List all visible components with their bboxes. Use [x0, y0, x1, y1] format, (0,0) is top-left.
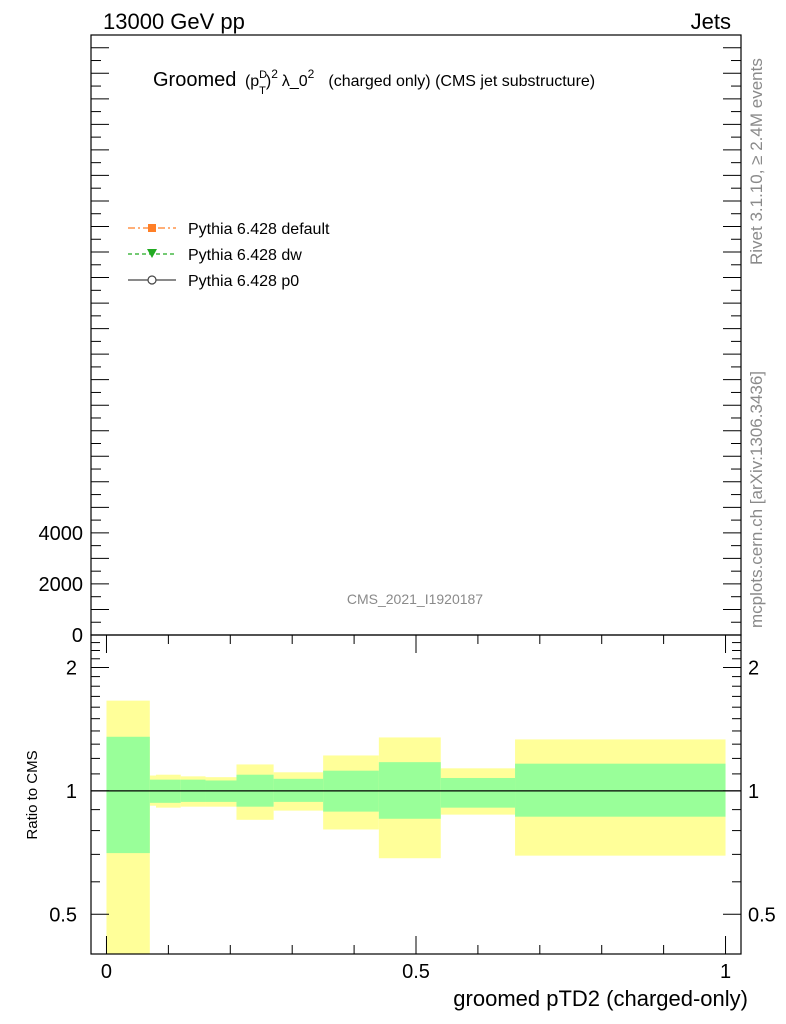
main-frame [90, 34, 742, 636]
main-y-tick-label: 4000 [39, 523, 84, 545]
square-marker-icon [148, 224, 156, 232]
x-tick-label: 1 [720, 961, 731, 983]
main-y-tick-label: 0 [72, 625, 83, 647]
legend-entry-p0: Pythia 6.428 p0 [128, 273, 299, 290]
legend-label-p0: Pythia 6.428 p0 [188, 273, 299, 290]
ratio-y-tick-label: 1 [66, 781, 77, 803]
rivet-label: Rivet 3.1.10, ≥ 2.4M events [747, 58, 766, 265]
ratio-y-tick-label-right: 0.5 [748, 904, 776, 926]
ratio-tick-labels: 0 0.5 1 0.5 0.5 1 1 2 2 [49, 657, 776, 983]
header-right: Jets [691, 9, 731, 34]
mcplots-label: mcplots.cern.ch [arXiv:1306.3436] [747, 371, 766, 628]
uncertainty-band-inner [515, 763, 726, 817]
ratio-y-axis-label: Ratio to CMS [24, 750, 41, 839]
analysis-id: CMS_2021_I1920187 [347, 591, 483, 607]
ratio-y-tick-label: 0.5 [49, 904, 77, 926]
uncertainty-band-inner [106, 736, 150, 854]
x-tick-label: 0 [101, 961, 112, 983]
legend-label-dw: Pythia 6.428 dw [188, 247, 302, 264]
x-axis-label: groomed pTD2 (charged-only) [453, 986, 748, 1011]
title-prefix: Groomed [153, 69, 236, 91]
ratio-ticks [91, 635, 741, 954]
main-y-tick-labels: 0 2000 4000 [39, 523, 84, 647]
ratio-y-tick-label: 2 [66, 657, 77, 679]
header-left: 13000 GeV pp [103, 9, 245, 34]
ratio-panel: 0 0.5 1 0.5 0.5 1 1 2 2 Ratio to CMS groomed pTD… [24, 634, 776, 1011]
main-y-tick-label: 2000 [39, 574, 84, 596]
main-panel: 0 2000 4000 CMS_2021_I1920187 [39, 34, 742, 647]
legend: Pythia 6.428 default Pythia 6.428 dw Pyt… [128, 221, 330, 290]
legend-entry-default: Pythia 6.428 default [128, 221, 330, 238]
ratio-bands [106, 700, 726, 954]
title-p: p [250, 73, 259, 90]
plot-title: Groomed (pD T)2 λ_02 (charged only) (CMS je… [153, 67, 595, 97]
x-tick-label: 0.5 [402, 961, 430, 983]
main-y-ticks [91, 34, 741, 636]
uncertainty-band-inner [440, 777, 516, 808]
ratio-y-tick-label-right: 1 [748, 781, 759, 803]
open-circle-marker-icon [147, 275, 157, 285]
ratio-y-tick-label-right: 2 [748, 657, 759, 679]
legend-label-default: Pythia 6.428 default [188, 221, 330, 238]
triangle-down-marker-icon [147, 249, 157, 258]
legend-entry-dw: Pythia 6.428 dw [128, 247, 302, 264]
